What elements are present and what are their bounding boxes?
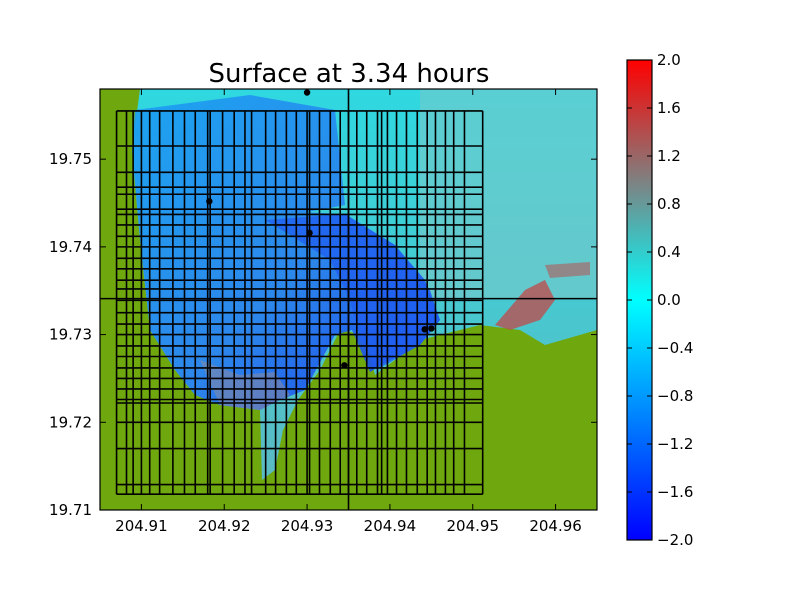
chart-title: Surface at 3.34 hours	[209, 59, 490, 89]
gauge-point	[341, 362, 348, 369]
y-tick-label: 19.71	[49, 501, 92, 519]
grid-lines	[100, 89, 597, 510]
y-tick-label: 19.75	[49, 150, 92, 168]
y-tick-label: 19.72	[49, 413, 92, 431]
gauge-point	[306, 229, 313, 237]
colorbar-tick-label: 0.8	[657, 195, 681, 213]
colorbar-tick-label: −0.4	[657, 339, 693, 357]
gauge-point	[421, 326, 428, 333]
gauge-point	[206, 198, 213, 205]
surge-patch-2	[545, 262, 590, 278]
x-tick-label: 204.96	[529, 517, 582, 535]
surge-patch	[495, 280, 555, 330]
colorbar-tick-label: −1.2	[657, 435, 693, 453]
colorbar-ticks: 2.0 1.6 1.2 0.8 0.4 0.0 −0.4 −0.8 −1.2 −1.6 −2.0	[627, 51, 693, 549]
colorbar-tick-label: −2.0	[657, 531, 693, 549]
colorbar-tick-label: 0.4	[657, 243, 681, 261]
y-axis: 19.71 19.72 19.73 19.74 19.75	[49, 150, 597, 519]
colorbar-tick-label: 1.2	[657, 147, 681, 165]
colorbar-tick-label: 1.6	[657, 99, 681, 117]
colorbar-tick-label: −0.8	[657, 387, 693, 405]
colorbar-tick-label: 0.0	[657, 291, 681, 309]
x-tick-label: 204.95	[447, 517, 500, 535]
x-tick-label: 204.93	[281, 517, 334, 535]
y-tick-label: 19.74	[49, 238, 92, 256]
colorbar-tick-label: −1.6	[657, 483, 693, 501]
land-region	[100, 89, 597, 510]
gauge-point	[428, 325, 435, 332]
colorbar-tick-label: 2.0	[657, 51, 681, 69]
plot-frame	[99, 88, 598, 511]
y-tick-label: 19.73	[49, 326, 92, 344]
plot-area: 204.91 204.92 204.93 204.94 204.95 204.96 19.…	[49, 88, 598, 535]
x-axis: 204.91 204.92 204.93 204.94 204.95 204.96	[115, 89, 582, 535]
x-tick-label: 204.92	[198, 517, 251, 535]
x-tick-label: 204.94	[364, 517, 417, 535]
colorbar: 2.0 1.6 1.2 0.8 0.4 0.0 −0.4 −0.8 −1.2 −1.6 −2.0	[626, 51, 693, 549]
x-tick-label: 204.91	[115, 517, 168, 535]
